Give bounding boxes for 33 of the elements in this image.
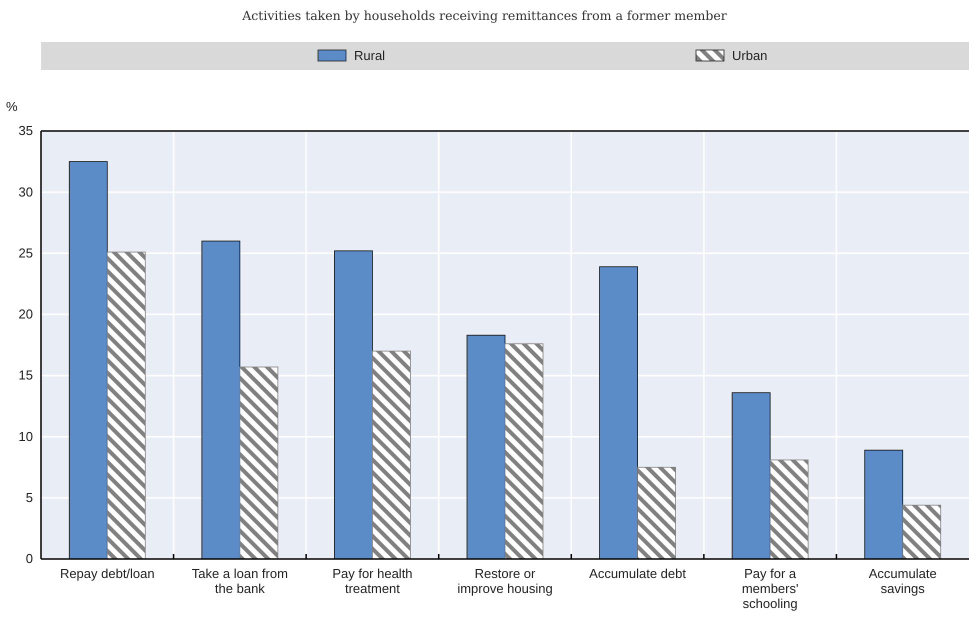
x-tick-label: Take a loan from the bank bbox=[192, 566, 288, 596]
x-tick-label: Accumulate savings bbox=[868, 566, 937, 596]
y-tick-label: 15 bbox=[18, 368, 33, 383]
bar bbox=[466, 334, 506, 560]
bar bbox=[864, 450, 904, 560]
y-axis-title: % bbox=[6, 99, 18, 114]
bar bbox=[201, 240, 240, 560]
bar bbox=[334, 250, 373, 560]
bar bbox=[239, 366, 278, 560]
x-tick-label: Pay for health treatment bbox=[332, 566, 413, 596]
x-tick-label: Restore or improve housing bbox=[457, 566, 553, 596]
bar bbox=[68, 161, 108, 560]
bar bbox=[770, 460, 809, 560]
y-tick-label: 35 bbox=[18, 123, 33, 138]
x-tick-label: Accumulate debt bbox=[589, 566, 686, 582]
y-tick-label: 20 bbox=[18, 306, 33, 322]
y-tick-label: 30 bbox=[18, 184, 33, 200]
y-tick-label: 5 bbox=[26, 490, 33, 506]
bar bbox=[902, 504, 942, 560]
y-tick-label: 10 bbox=[18, 428, 33, 444]
bar bbox=[504, 343, 544, 560]
y-tick-label: 25 bbox=[18, 245, 33, 260]
bar bbox=[732, 392, 771, 560]
y-tick-label: 0 bbox=[26, 551, 33, 566]
bar bbox=[599, 266, 638, 560]
bar bbox=[372, 350, 411, 560]
legend-label: Rural bbox=[354, 48, 386, 63]
x-tick-label: Repay debt/loan bbox=[60, 566, 155, 582]
x-tick-label: Pay for a members' schooling bbox=[742, 566, 798, 612]
bar bbox=[106, 252, 146, 560]
legend-label: Urban bbox=[732, 48, 768, 63]
chart-title: Activities taken by households receiving remittances from a former member bbox=[241, 8, 727, 23]
bar bbox=[637, 466, 676, 560]
